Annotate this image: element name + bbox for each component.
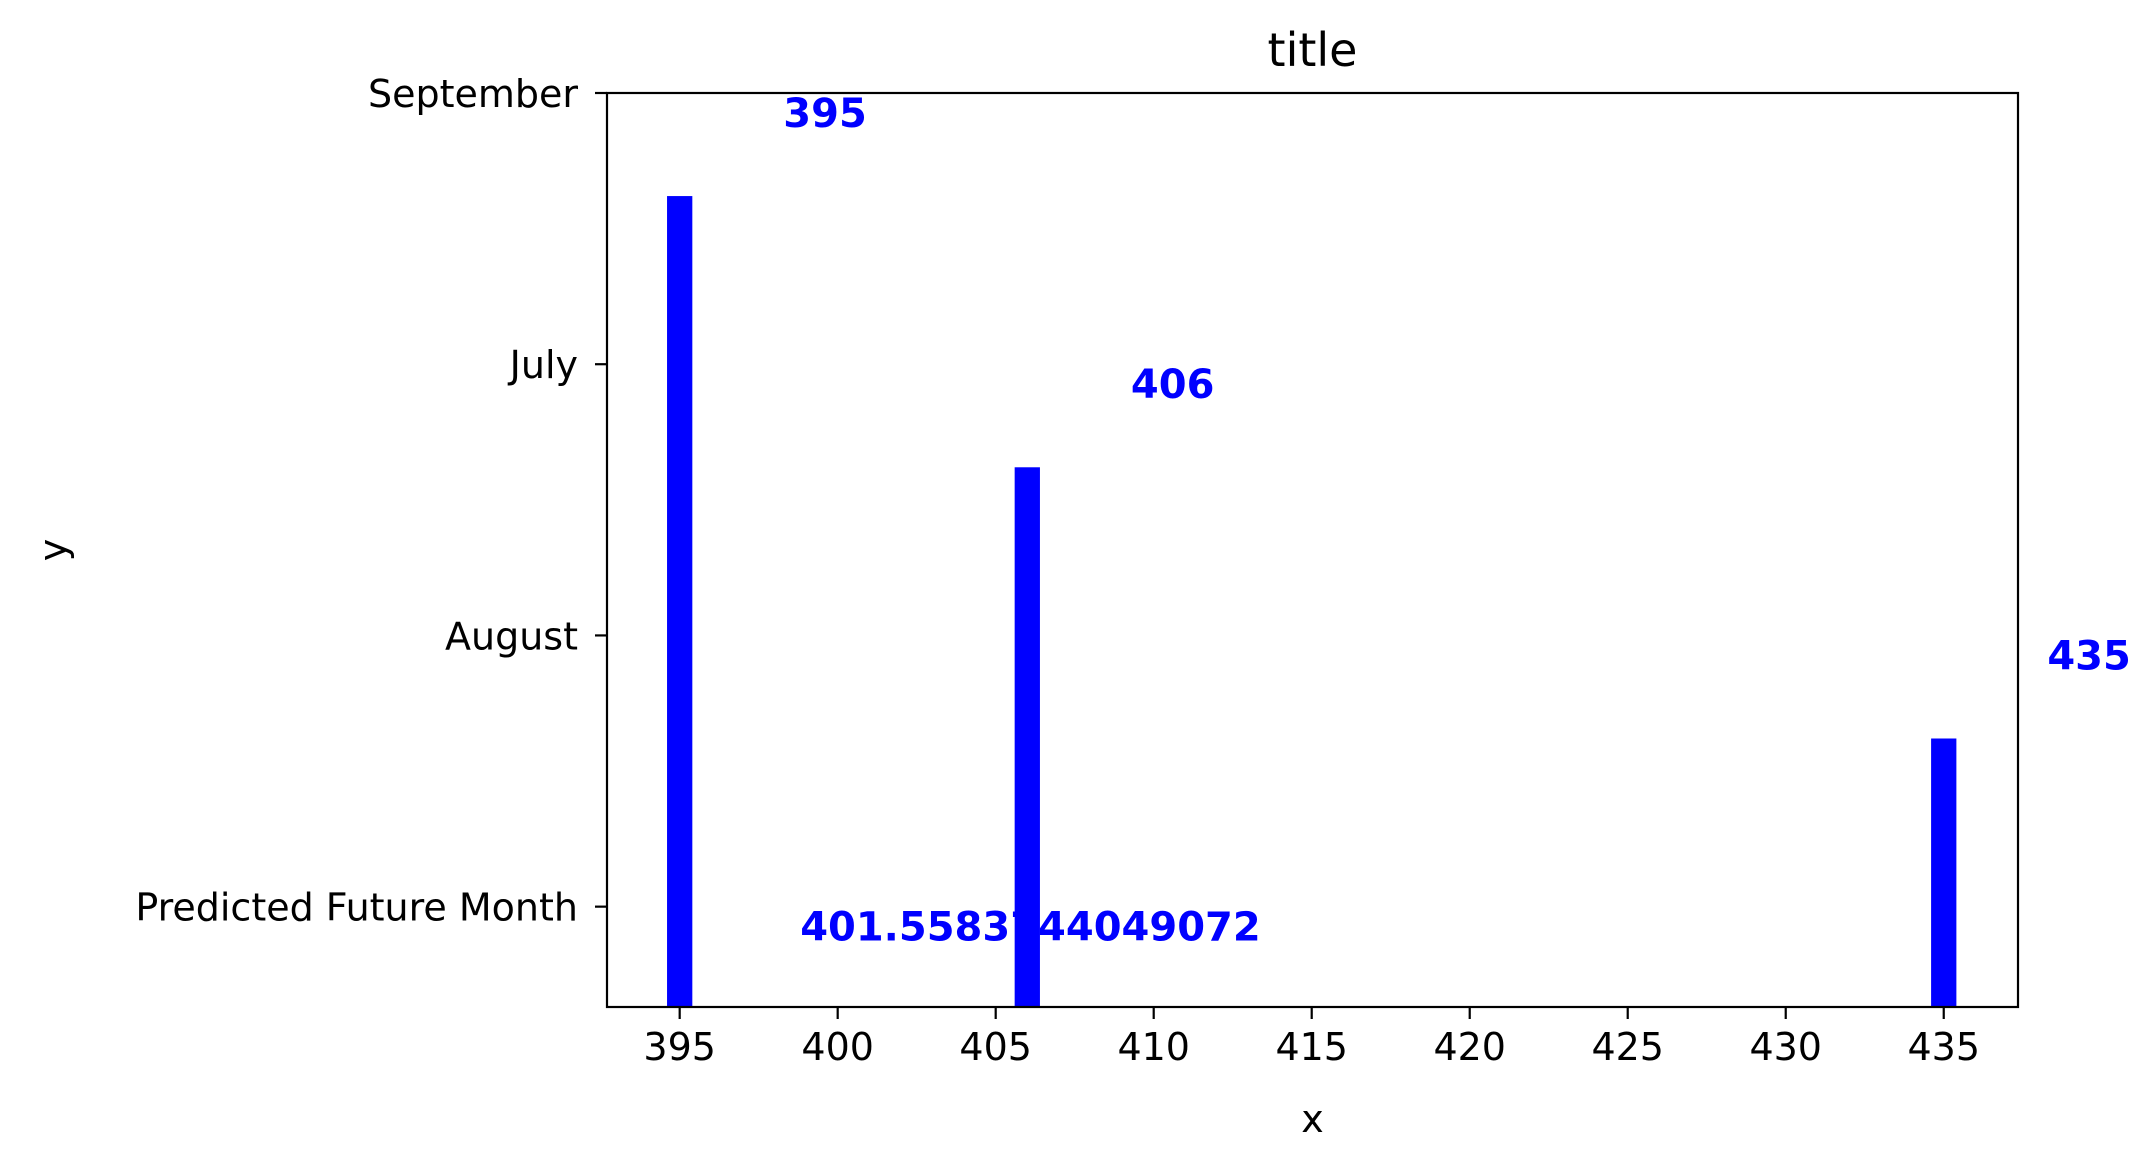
x-tick-label-420: 420 — [1433, 1025, 1506, 1069]
data-label-1: 395 — [783, 91, 867, 137]
x-axis-title: x — [1301, 1097, 1324, 1141]
bars-layer — [667, 196, 1957, 1007]
x-tick-label-435: 435 — [1907, 1025, 1980, 1069]
data-labels-layer: 395 406 435 401.5583744049072 — [783, 91, 2131, 951]
chart-title: title — [1268, 23, 1358, 77]
data-label-3: 435 — [2047, 633, 2131, 679]
y-tick-label-predicted-future-month: Predicted Future Month — [135, 886, 578, 930]
y-tick-label-july: July — [508, 343, 578, 387]
y-tick-label-september: September — [368, 72, 578, 116]
x-tick-label-425: 425 — [1591, 1025, 1664, 1069]
y-tick-label-august: August — [445, 614, 578, 658]
bar-435 — [1931, 738, 1957, 1007]
x-tick-label-415: 415 — [1275, 1025, 1348, 1069]
x-axis: 395 400 405 410 415 420 425 430 435 — [643, 1007, 1980, 1069]
x-tick-label-405: 405 — [959, 1025, 1032, 1069]
x-tick-label-400: 400 — [801, 1025, 874, 1069]
x-tick-label-410: 410 — [1117, 1025, 1190, 1069]
y-axis-title: y — [31, 539, 75, 562]
x-tick-label-430: 430 — [1749, 1025, 1822, 1069]
bar-395 — [667, 196, 693, 1007]
bar-406 — [1014, 467, 1040, 1007]
y-axis: Predicted Future Month August July Septembe… — [135, 72, 607, 930]
x-tick-label-395: 395 — [643, 1025, 716, 1069]
data-label-4: 401.5583744049072 — [800, 905, 1261, 951]
data-label-2: 406 — [1131, 362, 1215, 408]
